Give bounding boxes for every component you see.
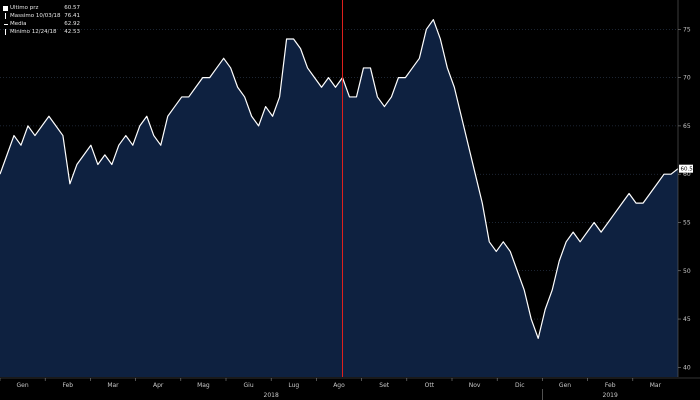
legend-square-icon xyxy=(3,5,8,11)
x-axis: Gen Feb Mar Apr Mag Giu Lug Ago Set Ott Nov Dic Gen F… xyxy=(0,377,700,400)
x-tick-label: Ago xyxy=(333,382,345,389)
price-area xyxy=(0,19,678,377)
year-label: 2019 xyxy=(603,392,618,399)
x-tick-label: Dic xyxy=(515,382,525,389)
y-tick-label: 65 xyxy=(683,123,691,130)
last-price-box xyxy=(679,164,693,173)
y-axis: 40 45 50 55 60 65 70 75 xyxy=(677,0,691,377)
legend-value: 76.41 xyxy=(64,13,80,19)
x-tick-label: Mar xyxy=(107,382,119,389)
legend-value: 42.53 xyxy=(64,29,80,35)
x-tick-label: Feb xyxy=(62,382,73,389)
y-tick-label: 40 xyxy=(683,364,691,371)
last-price-label: 60.57 xyxy=(681,167,697,173)
legend-item-mean: Media 62.92 xyxy=(3,20,80,28)
y-tick-label: 70 xyxy=(683,75,691,82)
x-tick-label: Giu xyxy=(244,382,254,389)
y-tick-label: 75 xyxy=(683,26,691,33)
x-tick-label: Nov xyxy=(469,382,481,389)
legend-tick-icon xyxy=(5,29,6,35)
y-tick-label: 45 xyxy=(683,316,691,323)
year-label: 2018 xyxy=(264,392,279,399)
price-line xyxy=(0,19,679,339)
legend-tick-icon xyxy=(5,13,6,19)
legend-item-max: Massimo 10/03/18 76.41 xyxy=(3,12,80,20)
x-tick-label: Mar xyxy=(650,382,662,389)
x-tick-label: Lug xyxy=(288,382,299,389)
legend-label: Ultimo prz xyxy=(10,5,39,11)
legend-item-last-price: Ultimo prz 60.57 xyxy=(3,4,80,12)
y-tick-label: 55 xyxy=(683,219,691,226)
x-tick-label: Apr xyxy=(153,382,164,389)
legend-value: 62.92 xyxy=(64,21,80,27)
legend-label: Massimo 10/03/18 xyxy=(10,13,61,19)
x-tick-label: Mag xyxy=(197,382,210,389)
y-tick-label: 50 xyxy=(683,268,691,275)
legend-label: Minimo 12/24/18 xyxy=(10,29,57,35)
legend-value: 60.57 xyxy=(64,5,80,11)
legend: Ultimo prz 60.57 Massimo 10/03/18 76.41 … xyxy=(3,4,80,36)
x-tick-label: Feb xyxy=(605,382,616,389)
x-tick-label: Gen xyxy=(559,382,571,389)
legend-item-min: Minimo 12/24/18 42.53 xyxy=(3,28,80,36)
last-price-tag: 60.57 xyxy=(679,164,697,173)
x-tick-label: Ott xyxy=(425,382,435,389)
y-tick-label: 60 xyxy=(683,171,691,178)
legend-label: Media xyxy=(10,21,27,27)
legend-dash-icon xyxy=(4,23,8,25)
x-tick-label: Set xyxy=(379,382,390,389)
x-tick-label: Gen xyxy=(17,382,29,389)
